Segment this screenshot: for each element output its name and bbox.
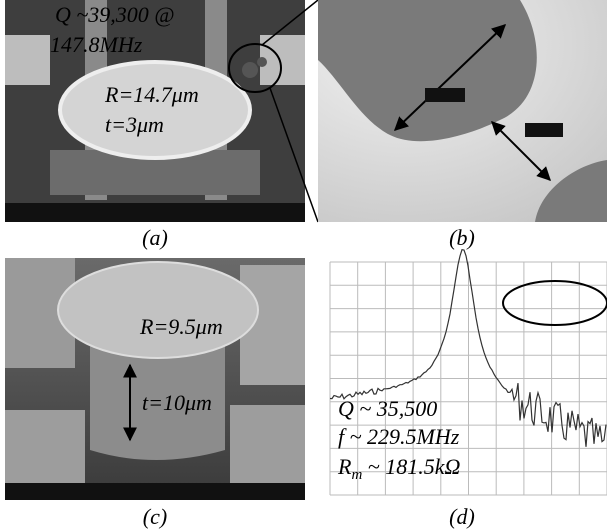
subscript: m bbox=[351, 467, 362, 483]
annotation: t=10μm bbox=[142, 390, 212, 415]
panel-b: (b) bbox=[318, 0, 607, 250]
anchor bbox=[5, 35, 50, 85]
annotation: 147.8MHz bbox=[50, 32, 143, 57]
annotation: f ~ 229.5MHz bbox=[338, 424, 460, 449]
symbol: R bbox=[337, 454, 352, 479]
anchor bbox=[260, 35, 305, 85]
label-rest: ~ 181.5kΩ bbox=[362, 454, 460, 479]
annotation: R=14.7μm bbox=[104, 82, 199, 107]
caption: (d) bbox=[449, 504, 475, 529]
annotation: Q ~ 35,500 bbox=[338, 396, 437, 421]
annotation: t=3μm bbox=[105, 112, 164, 137]
disk bbox=[60, 62, 250, 158]
caption: (b) bbox=[449, 225, 475, 250]
caption: (c) bbox=[143, 504, 167, 529]
annotation: Q ~39,300 @ bbox=[55, 2, 175, 27]
annotation: R=9.5μm bbox=[139, 314, 223, 339]
scale-bar bbox=[5, 203, 305, 222]
scale-bar bbox=[5, 483, 305, 500]
caption: (a) bbox=[142, 225, 168, 250]
panel-d: Q ~ 35,500 f ~ 229.5MHz Rm ~ 181.5kΩ (d) bbox=[330, 250, 607, 529]
panel-c: R=9.5μm t=10μm (c) bbox=[5, 258, 305, 529]
disk bbox=[58, 262, 258, 358]
figure: Q ~39,300 @ 147.8MHz R=14.7μm t=3μm (a) … bbox=[0, 0, 607, 531]
panel-a: Q ~39,300 @ 147.8MHz R=14.7μm t=3μm (a) bbox=[5, 0, 318, 250]
